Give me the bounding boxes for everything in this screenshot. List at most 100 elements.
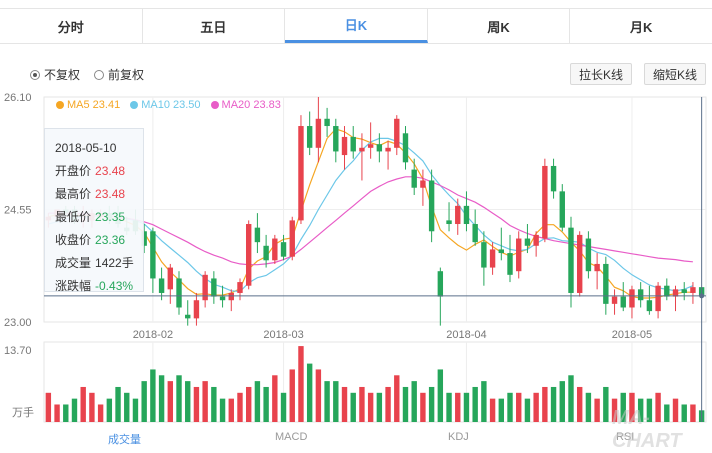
volume-bar: [228, 398, 234, 422]
volume-bar: [150, 369, 156, 422]
candle-body: [176, 278, 182, 308]
volume-bar: [272, 375, 278, 422]
candle-body: [585, 238, 592, 272]
ma20-line: [48, 176, 693, 266]
ma10-value: MA10 23.50: [141, 99, 201, 111]
tab-volume[interactable]: 成交量: [108, 434, 141, 446]
volume-bar: [202, 381, 208, 422]
volume-bar: [637, 398, 644, 422]
low-value: 23.35: [95, 210, 126, 224]
volume-bar: [463, 392, 470, 422]
volume-bar: [472, 386, 478, 422]
candle-body: [394, 118, 400, 148]
volume-bar: [428, 386, 435, 422]
candle-body: [211, 278, 217, 297]
ma20-dot-icon: [210, 101, 219, 109]
candle-body: [272, 238, 278, 261]
volume-bar: [411, 381, 417, 422]
volume-bar: [524, 398, 531, 422]
tab-weekly-k[interactable]: 周K: [428, 9, 571, 43]
volume-bar: [603, 386, 609, 422]
volume-bar: [237, 392, 243, 422]
volume-bar: [620, 392, 626, 422]
high-value: 23.48: [95, 187, 126, 201]
volume-bar: [158, 375, 165, 422]
no-adjust-radio[interactable]: 不复权: [30, 66, 80, 83]
y-tick-label: 23.00: [4, 317, 32, 329]
candle-body: [350, 136, 356, 152]
volume-bar: [550, 386, 557, 422]
volume-bar: [568, 375, 574, 422]
volume-bar: [690, 404, 696, 422]
ma20-legend: MA20 23.83: [210, 99, 281, 111]
volume-bar: [324, 381, 330, 422]
volume-bar: [655, 392, 661, 422]
change-value: -0.43%: [95, 279, 134, 293]
candle-body: [324, 118, 330, 127]
volume-bar: [394, 375, 400, 422]
volume-bar: [420, 392, 426, 422]
candle-body: [185, 314, 191, 319]
volume-bar: [533, 392, 539, 422]
volume-bar: [289, 369, 295, 422]
volume-bar: [455, 392, 461, 422]
candle-body: [376, 144, 383, 152]
candle-body: [611, 296, 618, 304]
volume-bars: [45, 346, 705, 422]
volume-bar: [507, 392, 513, 422]
volume-bar: [254, 381, 261, 422]
candle-body: [507, 253, 513, 275]
x-tick-label: 2018-04: [446, 329, 486, 341]
candle-body: [254, 227, 261, 243]
ma5-dot-icon: [56, 101, 64, 109]
low-label: 最低价: [55, 210, 92, 224]
candle-body: [489, 249, 496, 268]
candle-body: [550, 165, 557, 192]
candle-body: [646, 300, 653, 312]
tab-intraday[interactable]: 分时: [0, 9, 143, 43]
candle-body: [664, 285, 670, 297]
shrink-k-button[interactable]: 缩短K线: [644, 63, 707, 85]
candle-body: [576, 234, 583, 293]
ma-legend: MA5 23.41 MA10 23.50 MA20 23.83: [56, 99, 291, 111]
candle-body: [655, 285, 661, 312]
y-tick-label: 24.55: [4, 205, 32, 217]
stretch-k-button[interactable]: 拉长K线: [570, 63, 633, 85]
adjust-options: 不复权 前复权: [30, 66, 158, 83]
ma5-value: MA5 23.41: [67, 99, 121, 111]
candle-body: [245, 224, 252, 286]
candle-body: [141, 231, 147, 246]
candlesticks: [45, 97, 705, 326]
tooltip-date: 2018-05-10: [55, 141, 117, 155]
tab-monthly-k[interactable]: 月K: [629, 19, 653, 35]
crosshair-dot: [699, 293, 705, 299]
candle-body: [420, 180, 426, 188]
candle-body: [315, 118, 322, 148]
candle-body: [516, 238, 522, 272]
candle-body: [437, 271, 444, 297]
volume-unit-label: 万手: [12, 405, 34, 419]
candle-body: [402, 133, 409, 163]
tab-five-day[interactable]: 五日: [143, 9, 286, 43]
volume-bar: [45, 392, 52, 422]
candle-body: [298, 126, 304, 221]
volume-bar: [437, 369, 444, 422]
volume-bar: [446, 392, 452, 422]
volume-bar: [333, 381, 339, 422]
volume-bar: [385, 386, 391, 422]
volume-bar: [115, 386, 121, 422]
volume-bar: [124, 392, 130, 422]
candle-body: [333, 126, 339, 152]
candle-body: [524, 238, 531, 246]
radio-selected-icon: [30, 69, 40, 80]
tab-rsi[interactable]: RSI: [616, 431, 635, 443]
candle-body: [672, 289, 679, 297]
volume-bar: [629, 392, 635, 422]
candle-body: [263, 245, 269, 261]
tab-kdj[interactable]: KDJ: [448, 431, 469, 443]
pre-adjust-radio[interactable]: 前复权: [94, 66, 144, 83]
candle-body: [280, 242, 287, 257]
tab-macd[interactable]: MACD: [275, 431, 308, 443]
tab-daily-k[interactable]: 日K: [285, 9, 428, 43]
